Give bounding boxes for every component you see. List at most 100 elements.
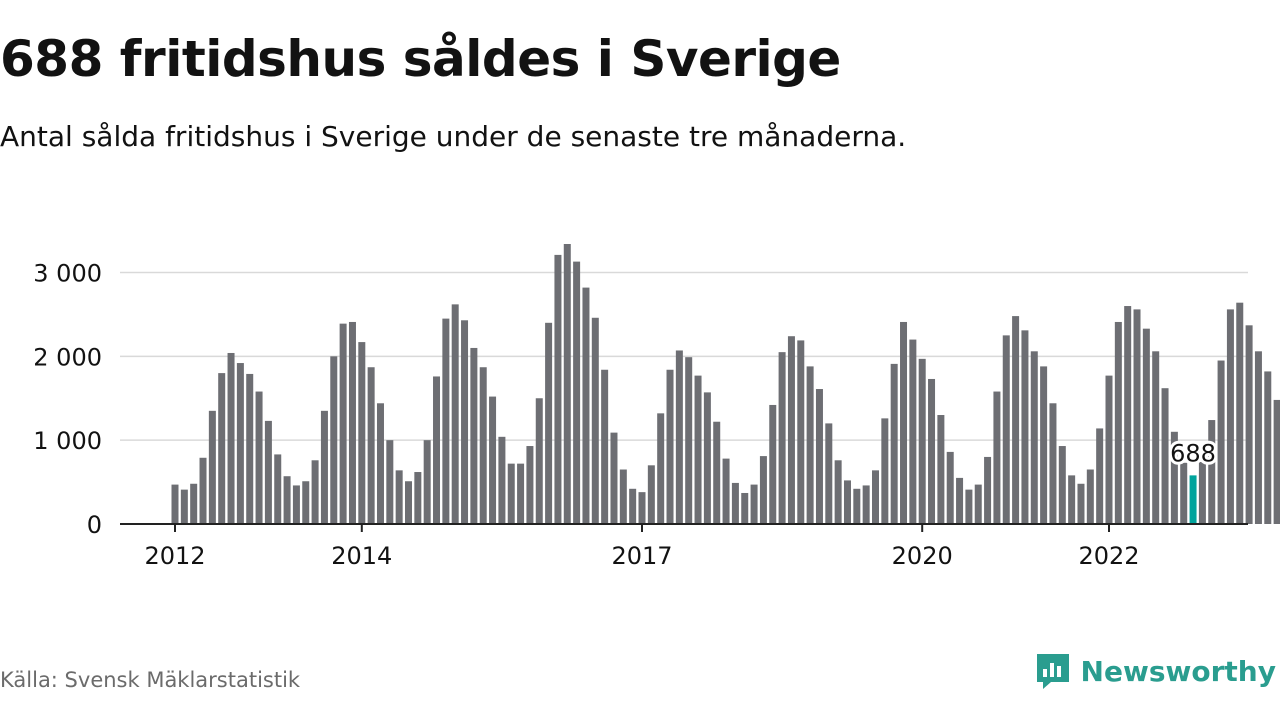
- bar: [1114, 321, 1122, 524]
- bar: [246, 373, 254, 524]
- bar: [1142, 328, 1150, 524]
- bar: [1012, 316, 1020, 524]
- bar: [171, 484, 179, 524]
- bar: [218, 373, 226, 524]
- bar: [489, 396, 497, 524]
- bar: [470, 347, 478, 524]
- x-tick-label: 2017: [611, 542, 672, 570]
- bar: [507, 463, 515, 524]
- bar: [619, 469, 627, 524]
- bar: [433, 376, 441, 524]
- bar: [395, 470, 403, 524]
- bar: [1021, 330, 1029, 524]
- bar: [890, 363, 898, 524]
- bar: [1236, 302, 1244, 524]
- bar: [1198, 461, 1206, 524]
- y-tick-label: 0: [87, 511, 102, 539]
- bar: [320, 410, 328, 524]
- bar: [834, 460, 842, 524]
- bar: [423, 440, 431, 524]
- bar: [227, 352, 235, 524]
- bar: [1040, 366, 1048, 524]
- bar: [984, 456, 992, 524]
- bar: [1170, 431, 1178, 524]
- bar: [348, 321, 356, 524]
- bar-chart: 0 1 000 2 000 3 000 2012 2014 2017 2020 2022 688: [33, 244, 1280, 570]
- bar: [825, 423, 833, 524]
- bar: [853, 488, 861, 524]
- bar: [675, 350, 683, 524]
- bar: [376, 403, 384, 524]
- bar: [535, 398, 543, 524]
- bar: [787, 336, 795, 524]
- bar: [741, 492, 749, 524]
- bar: [190, 483, 198, 524]
- y-tick-label: 2 000: [33, 343, 102, 371]
- bar: [236, 363, 244, 524]
- x-tick-label: 2012: [144, 542, 205, 570]
- source-note: Källa: Svensk Mäklarstatistik: [0, 668, 301, 692]
- bar: [638, 492, 646, 524]
- x-tick-label: 2014: [331, 542, 392, 570]
- bar: [573, 261, 581, 524]
- bar: [442, 318, 450, 524]
- bar: [666, 369, 674, 524]
- bar: [610, 432, 618, 524]
- bar: [386, 440, 394, 524]
- bar: [872, 470, 879, 524]
- bar: [1273, 399, 1280, 524]
- bar: [1058, 446, 1066, 524]
- bar: [1152, 351, 1160, 524]
- bar: [815, 389, 823, 524]
- bar: [180, 489, 188, 524]
- highlight-bar: [1189, 475, 1197, 524]
- bar: [274, 454, 282, 524]
- bar: [208, 410, 216, 524]
- bar: [461, 320, 469, 524]
- bar: [255, 391, 263, 524]
- highlight-value-label: 688: [1170, 439, 1216, 467]
- bar: [928, 378, 936, 524]
- bar: [769, 404, 777, 524]
- bar: [909, 339, 917, 524]
- bar: [1086, 469, 1094, 524]
- bar: [806, 366, 814, 524]
- brand[interactable]: Newsworthy: [1035, 652, 1276, 690]
- bar: [685, 357, 693, 524]
- bar: [554, 254, 562, 525]
- bars: [171, 244, 1280, 525]
- bar: [1077, 483, 1085, 524]
- bar: [993, 391, 1001, 524]
- bar: [778, 352, 786, 524]
- bar: [601, 369, 609, 524]
- bar: [657, 413, 665, 524]
- bar: [713, 421, 721, 524]
- bar: [199, 457, 207, 524]
- bar: [918, 358, 926, 524]
- bar: [843, 480, 851, 524]
- bar: [1217, 360, 1225, 524]
- bar: [797, 340, 805, 524]
- bar: [1030, 351, 1038, 524]
- bar: [414, 472, 422, 524]
- bar: [582, 287, 590, 524]
- y-tick-label: 1 000: [33, 427, 102, 455]
- bar: [722, 458, 730, 524]
- bar: [358, 342, 366, 524]
- bar: [517, 463, 525, 524]
- bar: [1208, 420, 1216, 524]
- labels: 0 1 000 2 000 3 000 2012 2014 2017 2020 2022 688: [33, 260, 1219, 570]
- bar: [545, 322, 553, 524]
- bar: [330, 356, 338, 524]
- y-tick-label: 3 000: [33, 260, 102, 288]
- chart-subtitle: Antal sålda fritidshus i Sverige under d…: [0, 120, 907, 153]
- bar: [1133, 309, 1141, 524]
- bar: [405, 481, 412, 524]
- bar: [451, 304, 459, 524]
- bar: [339, 323, 347, 524]
- bar: [1161, 388, 1169, 524]
- brand-name: Newsworthy: [1080, 654, 1276, 688]
- chart-title: 688 fritidshus såldes i Sverige: [0, 30, 841, 88]
- bar: [1124, 306, 1132, 524]
- bar: [311, 460, 319, 524]
